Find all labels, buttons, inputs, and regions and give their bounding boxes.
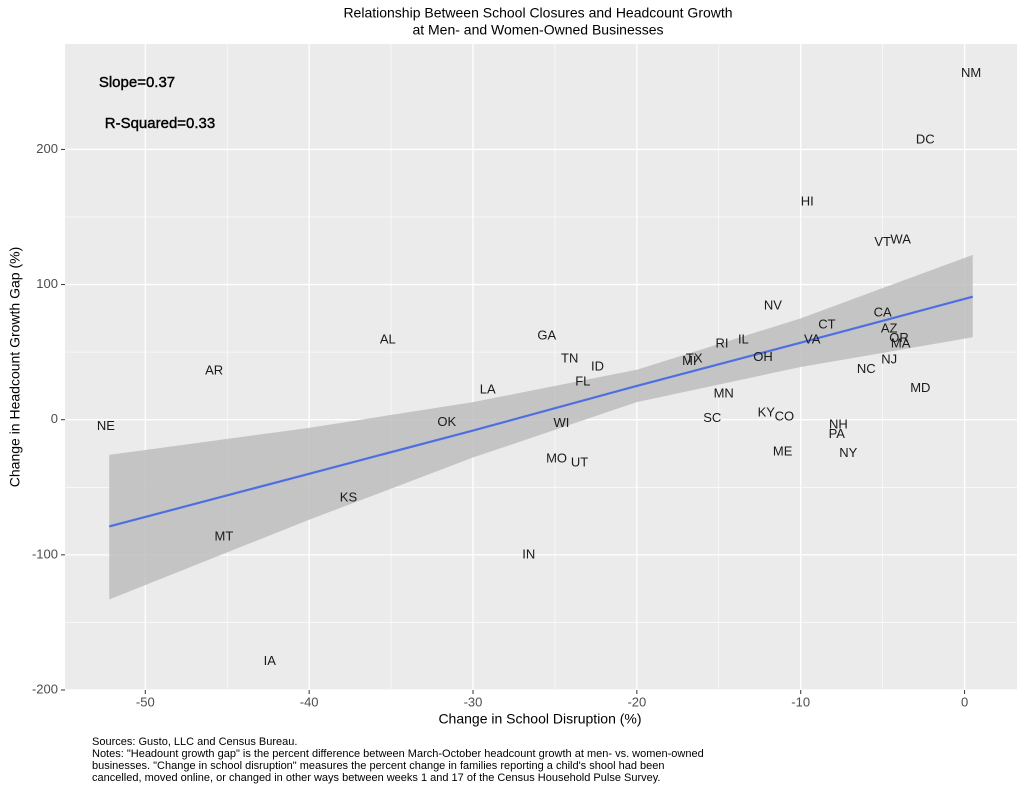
y-tick-label: 0 [51,411,58,426]
point-label: AL [380,331,396,346]
point-label: CT [818,317,835,332]
note: Sources: Gusto, LLC and Census Bureau. [92,736,297,748]
point-label: OR [889,330,909,345]
point-label: GA [537,327,556,342]
x-tick-label: -30 [464,694,483,709]
x-tick-label: -40 [300,694,319,709]
point-label: RI [716,335,729,350]
panel [65,44,1017,690]
point-label: NY [839,445,857,460]
x-tick-label: -20 [627,694,646,709]
point-label: OH [753,349,773,364]
point-label: CA [874,304,892,319]
y-tick-label: 100 [36,276,58,291]
point-label: MT [215,529,234,544]
point-label: MN [714,385,734,400]
point-label: ID [591,358,604,373]
point-label: OK [437,414,456,429]
point-label: KY [758,404,776,419]
point-label: VT [874,234,891,249]
point-label: IN [522,546,535,561]
y-tick-label: -100 [32,546,58,561]
point-label: AZ [881,321,898,336]
x-tick-label: 0 [961,694,968,709]
x-tick-label: -10 [791,694,810,709]
y-tick-label: -200 [32,681,58,696]
chart-title: at Men- and Women-Owned Businesses [412,22,663,38]
point-label: SC [703,410,721,425]
point-label: KS [340,490,358,505]
point-label: TN [561,350,578,365]
point-label: MD [910,380,930,395]
confidence-band [109,254,973,600]
fit-line [108,295,974,528]
point-label: FL [575,373,590,388]
point-label: WI [554,415,570,430]
point-label: PA [829,426,846,441]
annotation: R-Squared=0.33 [105,115,216,132]
point-label: MI [682,353,696,368]
annotation: Slope=0.37 [99,74,175,91]
point-label: MO [546,450,567,465]
chart-title: Relationship Between School Closures and… [343,5,732,21]
point-label: LA [480,381,496,396]
y-tick-label: 200 [36,141,58,156]
point-label: NH [829,417,848,432]
point-label: NM [961,65,981,80]
point-label: UT [571,454,588,469]
point-label: NJ [881,352,897,367]
point-label: DC [916,131,935,146]
point-label: NC [857,361,876,376]
note: Notes: "Headount growth gap" is the perc… [92,748,704,760]
point-label: IA [264,653,277,668]
point-label: ME [773,444,793,459]
point-label: TX [686,350,703,365]
note: cancelled, moved online, or changed in o… [92,772,660,784]
point-label: AR [205,362,223,377]
point-label: IL [738,331,749,346]
y-axis-title: Change in Headcount Growth Gap (%) [7,247,23,487]
point-label: MA [891,335,911,350]
x-tick-label: -50 [136,694,155,709]
point-label: NE [97,418,115,433]
point-label: CO [775,408,795,423]
point-label: VA [804,331,821,346]
point-label: WA [890,231,911,246]
point-label: HI [801,194,814,209]
note: businesses. "Change in school disruption… [92,760,664,772]
x-axis-title: Change in School Disruption (%) [438,711,641,727]
point-label: NV [764,298,782,313]
